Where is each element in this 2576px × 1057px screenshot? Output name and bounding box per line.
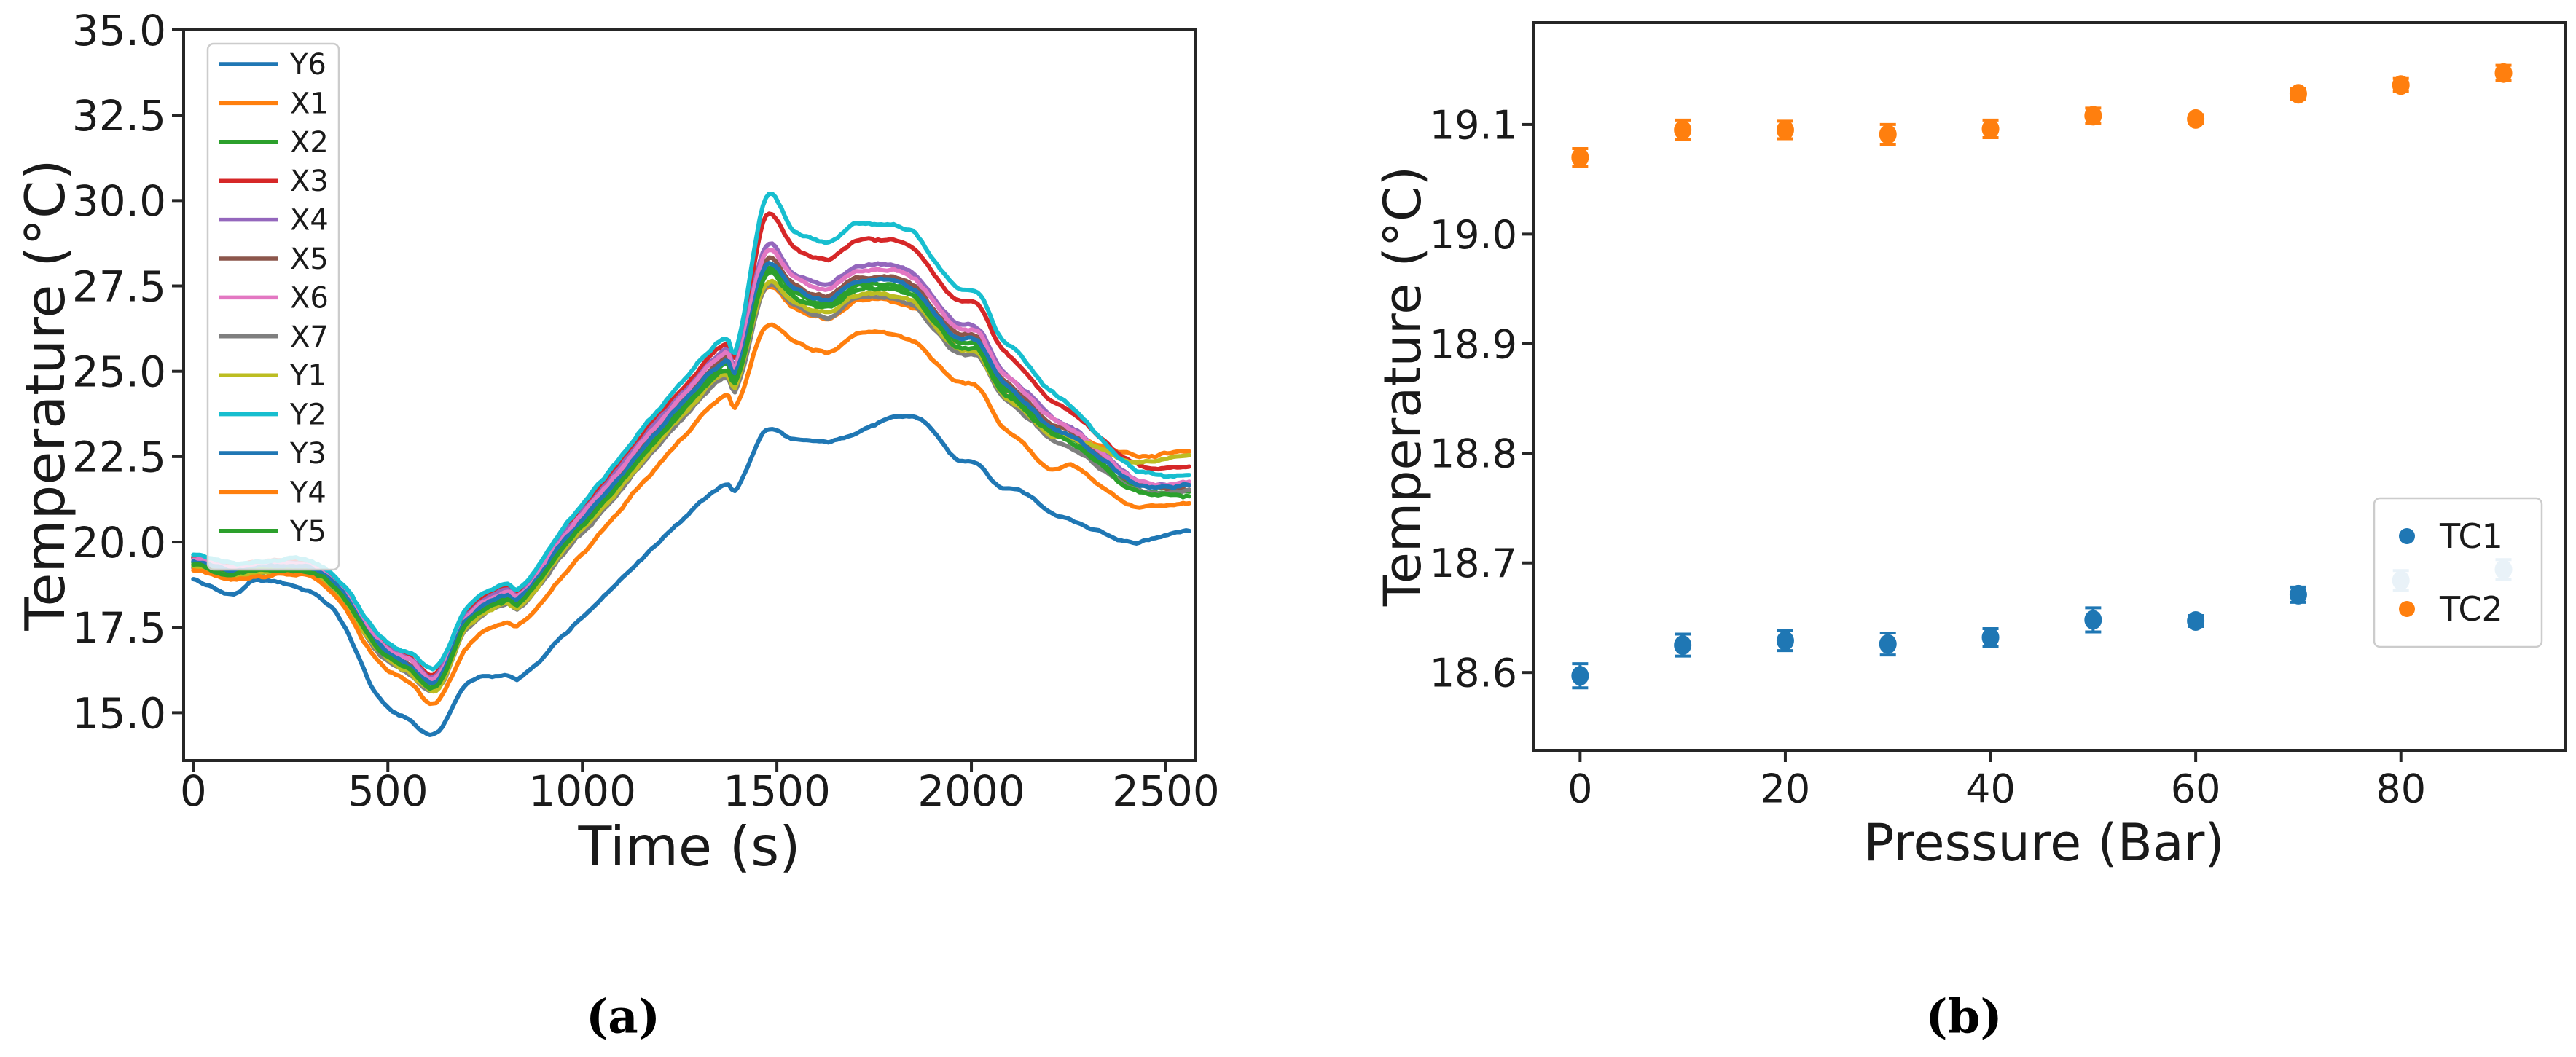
chart-b-x-tick-label: 40 — [1965, 766, 2016, 812]
chart-a-xlabel: Time (s) — [578, 814, 801, 879]
chart-a-legend-label-Y5: Y5 — [289, 515, 326, 549]
chart-a-x-tick-label: 0 — [180, 766, 207, 816]
chart-a-x-tick-label: 1000 — [528, 766, 636, 816]
chart-a-line-Y6 — [191, 414, 1191, 737]
chart-b-point-TC2 — [2289, 84, 2307, 104]
caption-b: (b) — [1925, 989, 2003, 1045]
chart-b-point-TC1 — [2289, 584, 2307, 605]
chart-b-x-tick-label: 80 — [2376, 766, 2426, 812]
chart-b-point-TC2 — [1879, 124, 1897, 144]
chart-b-plot-border — [1532, 21, 2567, 752]
chart-b-legend-label-TC2: TC2 — [2439, 589, 2503, 629]
chart-a-line-Y5 — [191, 270, 1191, 691]
chart-a-legend-box — [206, 42, 340, 571]
chart-b-y-tick-label: 18.6 — [1430, 651, 1517, 696]
chart-b-legend-marker-TC1 — [2399, 528, 2415, 544]
chart-a-x-tick-label: 2000 — [917, 766, 1025, 816]
chart-b-point-TC2 — [1776, 119, 1794, 140]
chart-a-line-X7 — [191, 282, 1191, 693]
chart-b-x-tick-label: 20 — [1761, 766, 1811, 812]
chart-a-legend-label-X2: X2 — [290, 126, 329, 160]
chart-a-legend-label-X3: X3 — [290, 165, 329, 198]
chart-a-legend-label-Y2: Y2 — [289, 398, 326, 432]
chart-b-y-tick-label: 18.7 — [1430, 541, 1517, 586]
chart-a-legend-label-X6: X6 — [290, 281, 329, 315]
chart-a-line-X1 — [191, 284, 1191, 694]
chart-a-line-Y4 — [191, 322, 1191, 707]
chart-b-point-TC1 — [1776, 631, 1794, 651]
chart-b-point-TC2 — [1981, 119, 2000, 139]
chart-a-line-X5 — [191, 255, 1191, 684]
chart-b-legend-marker-TC2 — [2399, 601, 2415, 617]
chart-a-y-tick-label: 32.5 — [72, 91, 166, 141]
chart-a-legend-label-Y1: Y1 — [289, 359, 326, 393]
chart-a-legend-label-Y6: Y6 — [289, 48, 326, 82]
chart-b-point-TC1 — [2187, 610, 2205, 631]
chart-a-plot-border — [182, 28, 1197, 762]
chart-b-point-TC2 — [1571, 147, 1589, 168]
chart-b-point-TC1 — [1674, 635, 1692, 656]
chart-b-legend-label-TC1: TC1 — [2439, 516, 2503, 556]
chart-b-point-TC1 — [2084, 610, 2102, 630]
chart-a-ylabel: Temperature (°C) — [13, 159, 77, 631]
chart-a-y-tick-label: 35.0 — [72, 6, 166, 55]
chart-b-point-TC1 — [1571, 666, 1589, 686]
chart-a-x-tick-label: 1500 — [723, 766, 831, 816]
chart-b-legend-box — [2373, 497, 2543, 648]
chart-b-point-TC2 — [1674, 119, 1692, 140]
chart-a-y-tick-label: 30.0 — [72, 176, 166, 226]
chart-b-y-tick-label: 18.8 — [1430, 431, 1517, 477]
chart-a-legend-label-Y3: Y3 — [289, 437, 326, 471]
chart-b-point-TC2 — [2494, 63, 2513, 83]
chart-b-y-tick-label: 19.1 — [1430, 102, 1517, 148]
chart-a-y-tick-label: 17.5 — [72, 603, 166, 653]
chart-a-legend-label-Y4: Y4 — [289, 476, 326, 509]
chart-b-xlabel: Pressure (Bar) — [1863, 813, 2225, 873]
chart-a-line-Y1 — [191, 278, 1191, 694]
chart-a-legend-label-X7: X7 — [290, 321, 329, 354]
chart-a-y-tick-label: 20.0 — [72, 518, 166, 567]
chart-b-point-TC1 — [1879, 634, 1897, 654]
chart-a-y-tick-label: 27.5 — [72, 262, 166, 311]
chart-b-y-tick-label: 19.0 — [1430, 212, 1517, 258]
chart-b-x-tick-label: 60 — [2171, 766, 2221, 812]
chart-a-x-tick-label: 500 — [348, 766, 428, 816]
chart-a-legend-label-X5: X5 — [290, 243, 329, 276]
chart-b-x-tick-label: 0 — [1567, 766, 1592, 812]
chart-a-y-tick-label: 22.5 — [72, 433, 166, 482]
chart-a-legend-label-X4: X4 — [290, 204, 329, 237]
chart-a-x-tick-label: 2500 — [1112, 766, 1220, 816]
chart-a-line-Y2 — [191, 192, 1191, 672]
chart-b-point-TC2 — [2187, 109, 2205, 129]
chart-b-point-TC1 — [1981, 627, 2000, 648]
chart-a-legend-label-X1: X1 — [290, 87, 329, 120]
chart-a-y-tick-label: 25.0 — [72, 347, 166, 397]
chart-b-point-TC2 — [2084, 106, 2102, 126]
chart-a-y-tick-label: 15.0 — [72, 688, 166, 738]
chart-b-point-TC2 — [2392, 75, 2410, 95]
caption-a: (a) — [585, 989, 661, 1045]
chart-b-ylabel: Temperature (°C) — [1373, 165, 1433, 607]
chart-b-y-tick-label: 18.9 — [1430, 321, 1517, 367]
